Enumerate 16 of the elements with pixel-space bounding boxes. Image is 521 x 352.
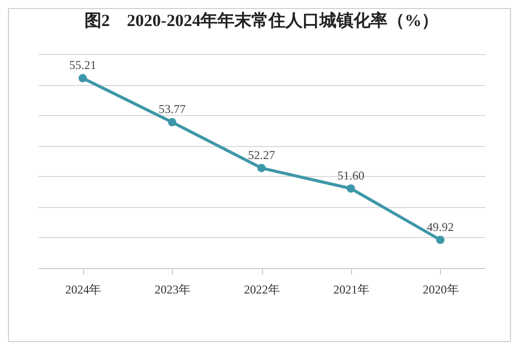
point: [78, 74, 87, 82]
data-label: 52.27: [248, 148, 275, 162]
x-tick-label: 2020年: [422, 282, 459, 296]
x-tick-label: 2024年: [65, 282, 102, 296]
data-label: 55.21: [69, 58, 96, 72]
point: [257, 164, 266, 172]
point: [346, 184, 356, 193]
point: [168, 118, 176, 126]
data-label: 51.60: [337, 168, 364, 183]
data-label: 53.77: [158, 102, 186, 116]
data-label: 49.92: [426, 220, 454, 234]
x-tick-label: 2021年: [333, 282, 370, 296]
chart-title: 图2 2020-2024年年末常住人口城镇化率（%）: [84, 11, 439, 30]
x-tick-label: 2023年: [154, 282, 191, 296]
x-tick-label: 2022年: [244, 282, 280, 296]
point: [436, 236, 444, 244]
